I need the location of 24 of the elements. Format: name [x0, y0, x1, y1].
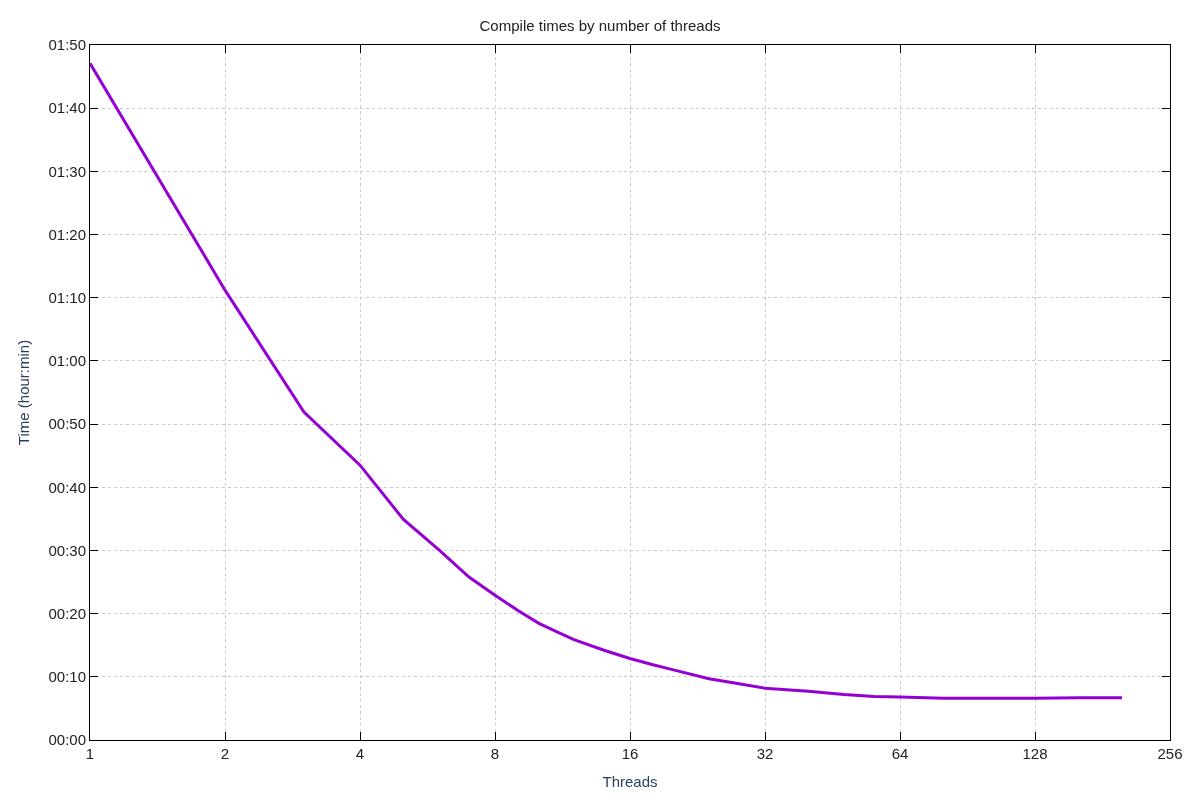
x-tick-label: 64 — [891, 745, 909, 762]
y-tick-label: 00:40 — [48, 478, 86, 496]
x-tick-label: 2 — [220, 745, 230, 762]
x-tick-label: 4 — [355, 745, 365, 762]
y-tick-label: 00:50 — [48, 415, 86, 433]
y-tick-label: 00:20 — [48, 604, 86, 622]
x-tick-label: 32 — [756, 745, 774, 762]
chart-title: Compile times by number of threads — [479, 16, 721, 34]
x-tick-label: 16 — [621, 745, 639, 762]
y-tick-label: 01:40 — [48, 99, 86, 117]
y-tick-label: 00:00 — [48, 731, 86, 749]
y-tick-label: 01:00 — [48, 352, 86, 370]
y-axis-title: Time (hour:min) — [14, 339, 32, 446]
x-tick-label: 128 — [1022, 745, 1048, 762]
y-tick-label: 01:30 — [48, 162, 86, 180]
x-axis-title: Threads — [602, 773, 658, 790]
x-tick-label: 1 — [85, 745, 95, 762]
x-tick-label: 8 — [490, 745, 500, 762]
y-tick-label: 01:20 — [48, 225, 86, 243]
y-tick-label: 00:30 — [48, 541, 86, 559]
x-tick-label: 256 — [1157, 745, 1183, 762]
y-tick-label: 00:10 — [48, 668, 86, 686]
y-tick-label: 01:10 — [48, 288, 86, 306]
y-tick-label: 01:50 — [48, 36, 86, 54]
